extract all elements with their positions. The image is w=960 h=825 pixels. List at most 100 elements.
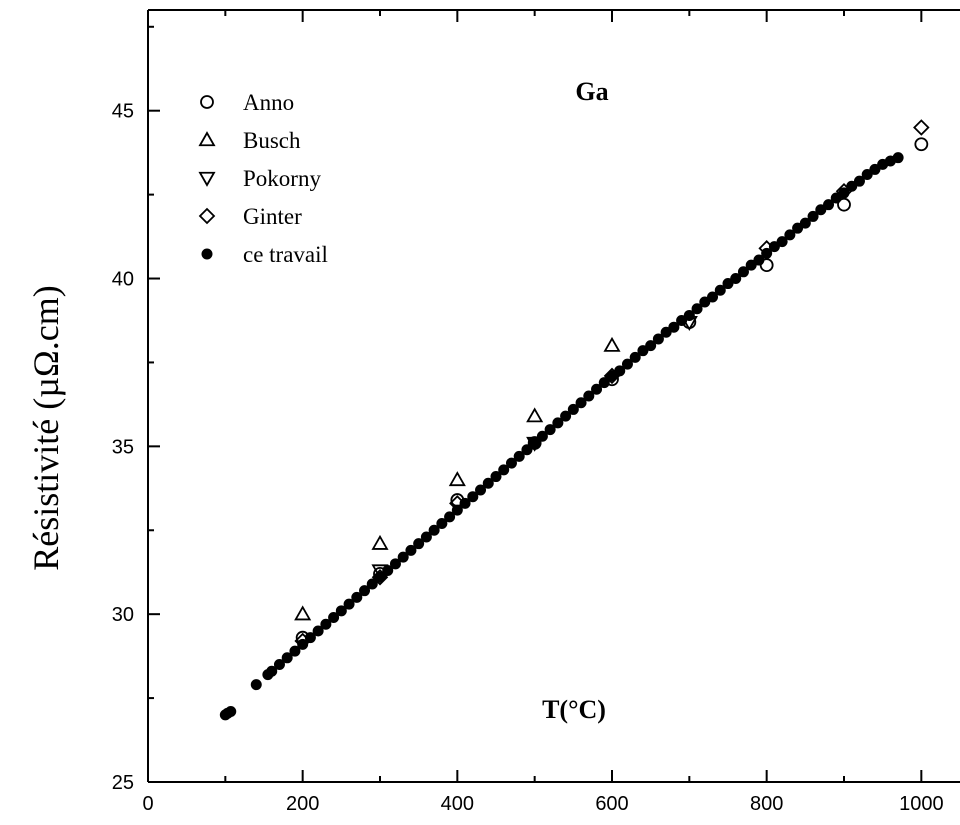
legend-label: Anno bbox=[243, 90, 294, 115]
data-point bbox=[405, 544, 417, 556]
data-point bbox=[799, 217, 811, 229]
data-point bbox=[413, 538, 425, 550]
data-point bbox=[637, 345, 649, 357]
data-point bbox=[371, 564, 389, 580]
x-tick-label: 600 bbox=[595, 793, 628, 815]
data-point bbox=[328, 612, 340, 624]
data-point bbox=[807, 210, 819, 222]
data-point bbox=[575, 397, 587, 409]
data-point bbox=[513, 450, 525, 462]
chart-title: Ga bbox=[575, 77, 608, 106]
data-point bbox=[605, 372, 619, 387]
data-point bbox=[567, 403, 579, 415]
data-point bbox=[436, 518, 448, 530]
data-point bbox=[691, 303, 703, 315]
data-point bbox=[544, 424, 556, 436]
y-tick-label: 25 bbox=[112, 772, 134, 794]
data-point bbox=[320, 618, 332, 630]
data-point bbox=[680, 316, 698, 331]
x-axis-label: T(°C) bbox=[542, 695, 606, 724]
data-point bbox=[273, 659, 285, 671]
data-point bbox=[914, 137, 929, 152]
data-point bbox=[295, 630, 310, 645]
legend-label: Busch bbox=[243, 128, 301, 153]
data-point bbox=[526, 407, 544, 423]
data-point bbox=[281, 652, 293, 664]
data-point bbox=[714, 284, 726, 296]
data-point bbox=[737, 266, 749, 278]
data-marks bbox=[219, 119, 930, 721]
x-tick-label: 400 bbox=[441, 793, 474, 815]
data-point bbox=[853, 175, 865, 187]
data-point bbox=[467, 491, 479, 503]
data-point bbox=[366, 578, 378, 590]
data-point bbox=[225, 706, 237, 718]
data-point bbox=[294, 605, 312, 621]
data-point bbox=[450, 493, 465, 507]
y-tick-label: 30 bbox=[112, 604, 134, 626]
y-tick-label: 40 bbox=[112, 269, 134, 291]
x-tick-label: 1000 bbox=[899, 793, 944, 815]
data-point bbox=[823, 199, 835, 211]
data-point bbox=[289, 645, 301, 657]
data-point bbox=[815, 204, 827, 216]
data-point bbox=[730, 273, 742, 285]
data-point bbox=[722, 278, 734, 290]
data-point bbox=[526, 436, 544, 452]
data-point bbox=[397, 551, 409, 563]
data-point bbox=[448, 471, 466, 487]
data-point bbox=[699, 296, 711, 308]
y-axis-label: Résistivité (µΩ.cm) bbox=[26, 285, 66, 570]
data-point bbox=[449, 495, 466, 512]
data-point bbox=[759, 258, 774, 272]
data-point bbox=[668, 321, 680, 333]
data-point bbox=[428, 524, 440, 536]
data-point bbox=[359, 585, 371, 597]
data-point bbox=[373, 566, 387, 581]
data-point bbox=[776, 236, 788, 248]
data-point bbox=[869, 163, 881, 175]
legend-label: Ginter bbox=[243, 204, 302, 229]
x-tick-label: 0 bbox=[142, 793, 153, 815]
legend-marker bbox=[198, 207, 216, 225]
data-point bbox=[837, 197, 851, 212]
data-point bbox=[583, 390, 595, 402]
data-point bbox=[591, 383, 603, 395]
legend-marker bbox=[198, 171, 216, 187]
x-tick-label: 800 bbox=[750, 793, 783, 815]
data-point bbox=[343, 598, 355, 610]
data-point bbox=[335, 605, 347, 617]
series-busch bbox=[294, 336, 621, 621]
data-point bbox=[266, 665, 278, 677]
data-point bbox=[444, 511, 456, 523]
data-point bbox=[603, 336, 621, 352]
data-point bbox=[312, 625, 324, 637]
series-ce-travail bbox=[219, 152, 904, 721]
data-point bbox=[835, 182, 853, 200]
data-point bbox=[629, 351, 641, 363]
data-point bbox=[707, 291, 719, 303]
data-point bbox=[371, 568, 389, 586]
data-point bbox=[603, 367, 621, 385]
data-point bbox=[784, 229, 796, 241]
data-point bbox=[560, 410, 572, 422]
axes: 0 200 400 600 800 1000 25 30 35 40 45 bbox=[112, 9, 960, 815]
data-point bbox=[645, 340, 657, 352]
data-point bbox=[621, 358, 633, 370]
legend-label: ce travail bbox=[243, 242, 328, 267]
legend-label: Pokorny bbox=[243, 166, 321, 191]
x-tick-label: 200 bbox=[286, 793, 319, 815]
data-point bbox=[351, 591, 363, 603]
data-point bbox=[652, 333, 664, 345]
data-point bbox=[294, 632, 311, 650]
data-point bbox=[913, 119, 930, 136]
data-point bbox=[758, 240, 775, 257]
data-point bbox=[490, 471, 502, 483]
data-point bbox=[371, 534, 389, 550]
data-point bbox=[482, 477, 494, 489]
series-ginter bbox=[294, 119, 930, 650]
data-point bbox=[552, 417, 564, 429]
data-point bbox=[498, 464, 510, 476]
data-point bbox=[505, 457, 517, 469]
